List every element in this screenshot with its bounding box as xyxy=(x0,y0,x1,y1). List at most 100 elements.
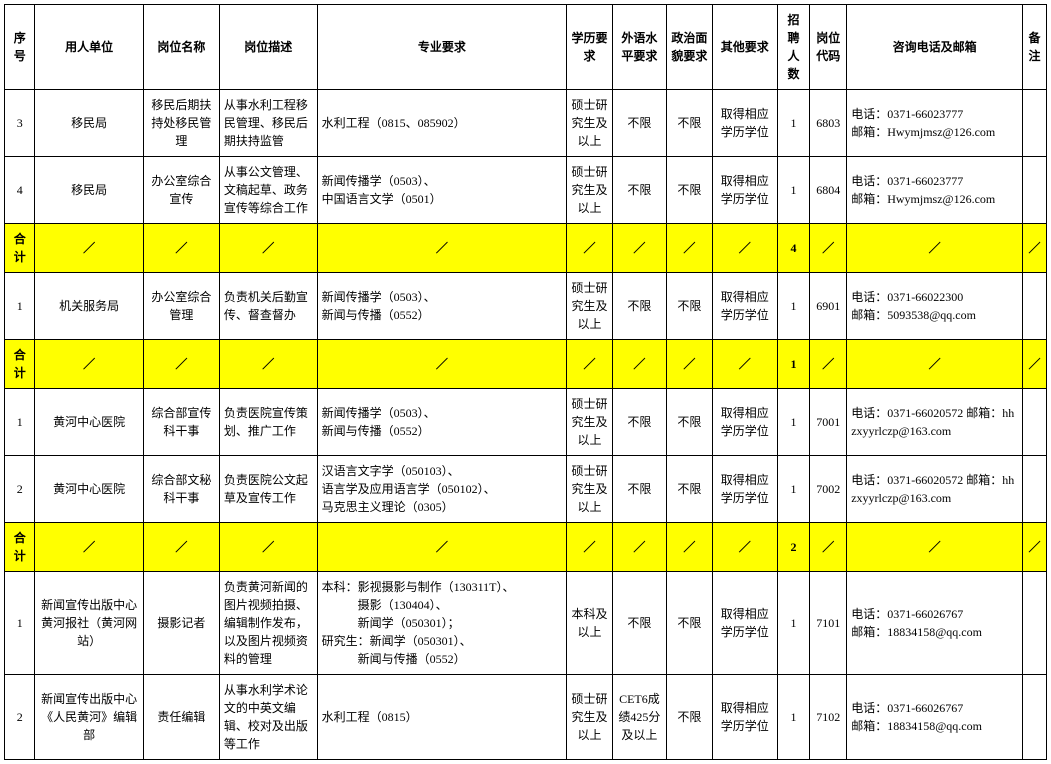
cell-post: 移民后期扶持处移民管理 xyxy=(143,90,219,157)
cell-num: 1 xyxy=(777,273,810,340)
cell-contact: 电话：0371-66020572 邮箱：hhzxyyrlczp@163.com xyxy=(847,389,1023,456)
cell-lang: 不限 xyxy=(612,90,666,157)
subtotal-slash: ／ xyxy=(612,523,666,572)
cell-num: 1 xyxy=(777,456,810,523)
header-seq: 序号 xyxy=(5,5,35,90)
cell-note xyxy=(1023,389,1047,456)
subtotal-slash: ／ xyxy=(317,224,567,273)
cell-edu: 本科及以上 xyxy=(567,572,613,675)
table-row: 2新闻宣传出版中心《人民黄河》编辑部责任编辑从事水利学术论文的中英文编辑、校对及… xyxy=(5,675,1047,760)
cell-desc: 负责医院宣传策划、推广工作 xyxy=(219,389,317,456)
cell-note xyxy=(1023,90,1047,157)
cell-desc: 从事水利学术论文的中英文编辑、校对及出版等工作 xyxy=(219,675,317,760)
cell-other: 取得相应学历学位 xyxy=(712,675,777,760)
cell-post: 综合部文秘科干事 xyxy=(143,456,219,523)
cell-other: 取得相应学历学位 xyxy=(712,157,777,224)
cell-contact: 电话：0371-66026767 邮箱：18834158@qq.com xyxy=(847,675,1023,760)
cell-edu: 硕士研究生及以上 xyxy=(567,389,613,456)
cell-lang: 不限 xyxy=(612,273,666,340)
cell-major: 本科：影视摄影与制作（130311T）、 摄影（130404）、 新闻学（050… xyxy=(317,572,567,675)
subtotal-slash: ／ xyxy=(810,224,847,273)
subtotal-slash: ／ xyxy=(35,523,144,572)
cell-seq: 1 xyxy=(5,572,35,675)
subtotal-slash: ／ xyxy=(1023,224,1047,273)
cell-post: 综合部宣传科干事 xyxy=(143,389,219,456)
header-major: 专业要求 xyxy=(317,5,567,90)
subtotal-slash: ／ xyxy=(667,523,713,572)
cell-other: 取得相应学历学位 xyxy=(712,273,777,340)
cell-edu: 硕士研究生及以上 xyxy=(567,90,613,157)
table-row: 1黄河中心医院综合部宣传科干事负责医院宣传策划、推广工作新闻传播学（0503）、… xyxy=(5,389,1047,456)
subtotal-slash: ／ xyxy=(35,340,144,389)
subtotal-slash: ／ xyxy=(143,224,219,273)
cell-lang: 不限 xyxy=(612,157,666,224)
cell-other: 取得相应学历学位 xyxy=(712,572,777,675)
header-post: 岗位名称 xyxy=(143,5,219,90)
subtotal-label: 合计 xyxy=(5,340,35,389)
cell-seq: 4 xyxy=(5,157,35,224)
cell-major: 水利工程（0815） xyxy=(317,675,567,760)
header-desc: 岗位描述 xyxy=(219,5,317,90)
subtotal-slash: ／ xyxy=(143,523,219,572)
cell-code: 6901 xyxy=(810,273,847,340)
cell-num: 1 xyxy=(777,90,810,157)
cell-unit: 移民局 xyxy=(35,157,144,224)
subtotal-slash: ／ xyxy=(847,340,1023,389)
recruitment-table: 序号 用人单位 岗位名称 岗位描述 专业要求 学历要求 外语水平要求 政治面貌要… xyxy=(4,4,1047,760)
subtotal-slash: ／ xyxy=(847,523,1023,572)
cell-note xyxy=(1023,675,1047,760)
cell-seq: 3 xyxy=(5,90,35,157)
table-row: 3移民局移民后期扶持处移民管理从事水利工程移民管理、移民后期扶持监管水利工程（0… xyxy=(5,90,1047,157)
cell-seq: 1 xyxy=(5,389,35,456)
subtotal-label: 合计 xyxy=(5,523,35,572)
cell-note xyxy=(1023,572,1047,675)
subtotal-label: 合计 xyxy=(5,224,35,273)
cell-desc: 从事水利工程移民管理、移民后期扶持监管 xyxy=(219,90,317,157)
subtotal-slash: ／ xyxy=(712,340,777,389)
cell-code: 7002 xyxy=(810,456,847,523)
cell-post: 摄影记者 xyxy=(143,572,219,675)
cell-lang: CET6成绩425分及以上 xyxy=(612,675,666,760)
subtotal-slash: ／ xyxy=(143,340,219,389)
subtotal-slash: ／ xyxy=(317,340,567,389)
cell-pol: 不限 xyxy=(667,273,713,340)
cell-note xyxy=(1023,157,1047,224)
subtotal-num: 4 xyxy=(777,224,810,273)
subtotal-slash: ／ xyxy=(219,224,317,273)
header-pol: 政治面貌要求 xyxy=(667,5,713,90)
subtotal-slash: ／ xyxy=(612,340,666,389)
cell-contact: 电话：0371-66023777 邮箱：Hwymjmsz@126.com xyxy=(847,90,1023,157)
subtotal-slash: ／ xyxy=(712,523,777,572)
cell-unit: 机关服务局 xyxy=(35,273,144,340)
subtotal-slash: ／ xyxy=(1023,340,1047,389)
cell-contact: 电话：0371-66023777 邮箱：Hwymjmsz@126.com xyxy=(847,157,1023,224)
subtotal-slash: ／ xyxy=(667,224,713,273)
subtotal-slash: ／ xyxy=(567,224,613,273)
cell-edu: 硕士研究生及以上 xyxy=(567,157,613,224)
cell-pol: 不限 xyxy=(667,90,713,157)
cell-edu: 硕士研究生及以上 xyxy=(567,456,613,523)
cell-unit: 新闻宣传出版中心黄河报社（黄河网站） xyxy=(35,572,144,675)
header-contact: 咨询电话及邮箱 xyxy=(847,5,1023,90)
cell-seq: 2 xyxy=(5,456,35,523)
table-row: 1机关服务局办公室综合管理负责机关后勤宣传、督查督办新闻传播学（0503）、 新… xyxy=(5,273,1047,340)
cell-note xyxy=(1023,456,1047,523)
cell-num: 1 xyxy=(777,675,810,760)
cell-pol: 不限 xyxy=(667,675,713,760)
subtotal-slash: ／ xyxy=(1023,523,1047,572)
subtotal-row: 合计／／／／／／／／1／／／ xyxy=(5,340,1047,389)
cell-post: 办公室综合管理 xyxy=(143,273,219,340)
cell-post: 办公室综合宣传 xyxy=(143,157,219,224)
subtotal-num: 1 xyxy=(777,340,810,389)
subtotal-num: 2 xyxy=(777,523,810,572)
cell-unit: 移民局 xyxy=(35,90,144,157)
cell-unit: 黄河中心医院 xyxy=(35,456,144,523)
cell-pol: 不限 xyxy=(667,456,713,523)
header-unit: 用人单位 xyxy=(35,5,144,90)
cell-major: 新闻传播学（0503）、 新闻与传播（0552） xyxy=(317,389,567,456)
cell-edu: 硕士研究生及以上 xyxy=(567,273,613,340)
cell-lang: 不限 xyxy=(612,456,666,523)
table-row: 4移民局办公室综合宣传从事公文管理、文稿起草、政务宣传等综合工作新闻传播学（05… xyxy=(5,157,1047,224)
cell-desc: 负责医院公文起草及宣传工作 xyxy=(219,456,317,523)
cell-other: 取得相应学历学位 xyxy=(712,90,777,157)
